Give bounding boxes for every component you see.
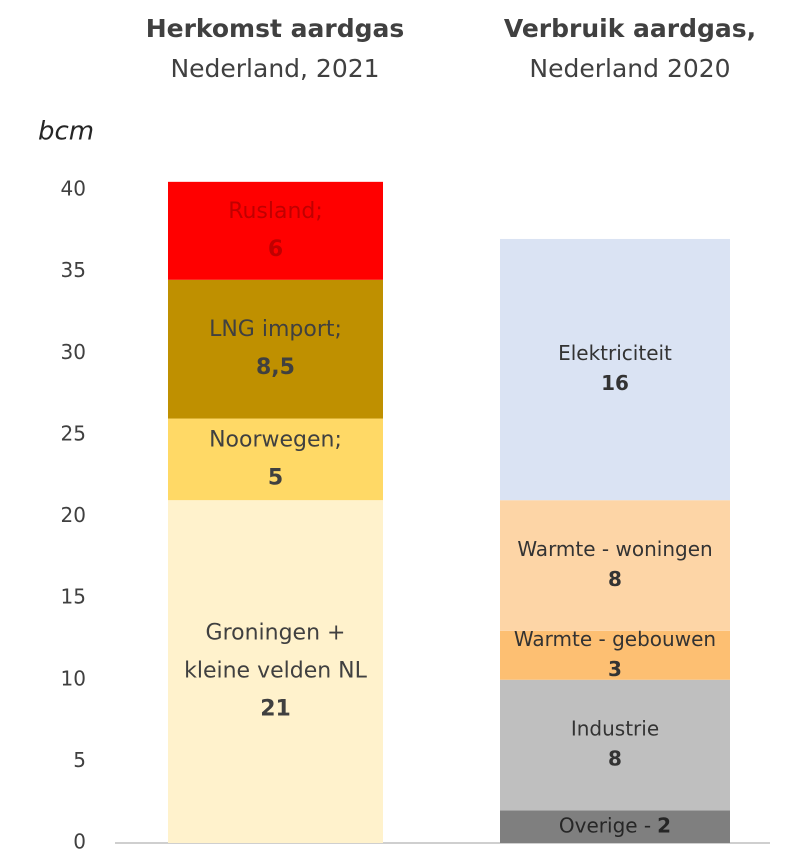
segment-value-label: 8 <box>608 567 622 591</box>
segment-value-label: 6 <box>268 237 283 262</box>
bar-segment <box>500 500 730 631</box>
segment-value-label: 21 <box>260 697 291 722</box>
column-subtitle: Nederland 2020 <box>529 54 730 83</box>
segment-name: Noorwegen; <box>209 427 342 452</box>
segment-name: Rusland; <box>228 199 323 224</box>
y-tick-label: 10 <box>61 666 86 690</box>
segment-name: Elektriciteit <box>558 341 672 365</box>
y-tick-label: 20 <box>61 503 86 527</box>
bar-segment <box>168 279 383 419</box>
y-tick-label: 30 <box>61 340 86 364</box>
bar-segment <box>500 238 730 501</box>
segment-name: Industrie <box>571 717 659 741</box>
bar-segment <box>168 418 383 501</box>
bar-segment <box>168 181 383 280</box>
column-title: Verbruik aardgas, <box>504 14 756 43</box>
y-tick-label: 15 <box>61 585 86 609</box>
segment-value-label: 16 <box>601 371 629 395</box>
segment-value-label: 8,5 <box>256 355 295 380</box>
bar-segment <box>500 810 730 843</box>
segment-name: Warmte - woningen <box>517 537 712 561</box>
bar-segment <box>500 630 730 680</box>
segment-label: Overige -2 <box>559 813 671 837</box>
segment-value-label: 2 <box>657 813 671 837</box>
y-tick-label: 25 <box>61 421 86 445</box>
y-tick-label: 35 <box>61 258 86 282</box>
segment-value-label: 3 <box>608 657 622 681</box>
y-tick-label: 0 <box>73 830 86 850</box>
segment-name: Overige - <box>559 813 651 837</box>
y-axis-label: bcm <box>38 117 94 147</box>
segment-value-label: 8 <box>608 747 622 771</box>
segment-value-label: 5 <box>268 465 283 490</box>
y-tick-label: 5 <box>73 748 86 772</box>
column-subtitle: Nederland, 2021 <box>170 54 379 83</box>
segment-name: Groningen + <box>206 621 346 646</box>
bar-segment <box>168 500 383 843</box>
segment-name: kleine velden NL <box>184 659 368 684</box>
bar-segment <box>500 679 730 811</box>
column-title: Herkomst aardgas <box>146 14 405 43</box>
segment-name: LNG import; <box>209 317 342 342</box>
y-tick-label: 40 <box>61 177 86 201</box>
